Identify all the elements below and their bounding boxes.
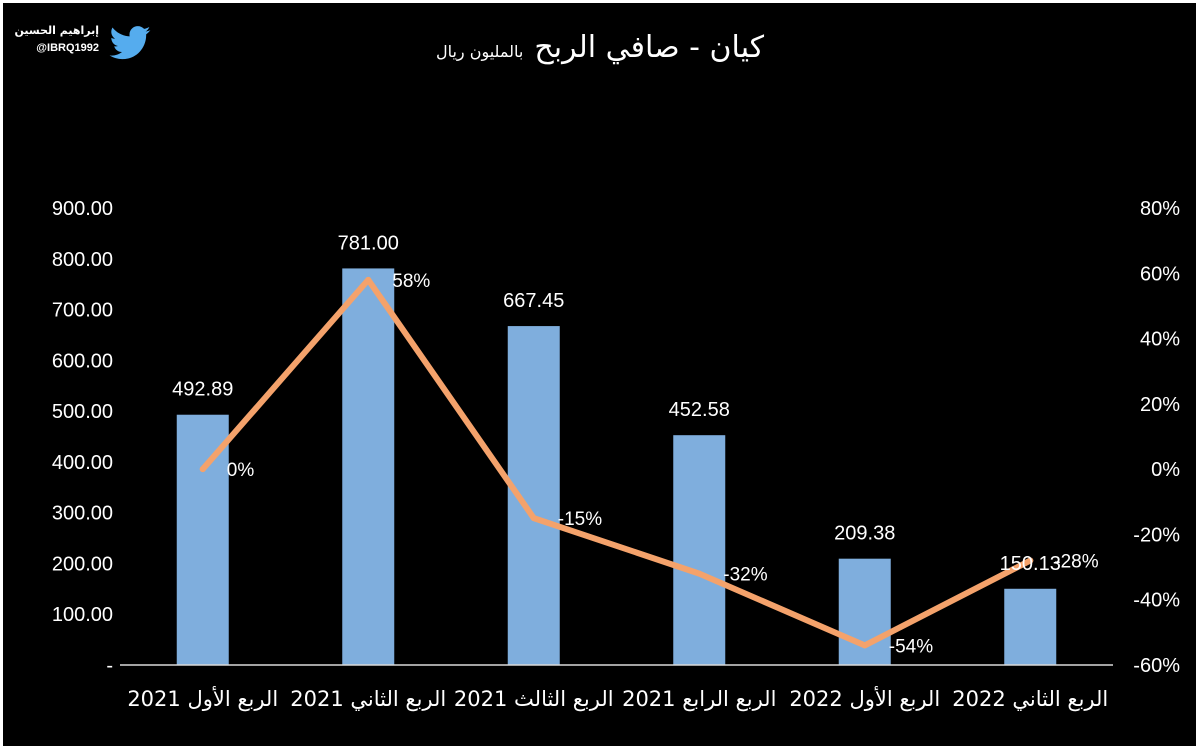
growth-point: [365, 276, 372, 283]
left-axis-tick-label: 100.00: [52, 604, 113, 626]
right-axis-tick-label: -40%: [1133, 590, 1180, 612]
category-label: الربع الثالث 2021: [454, 687, 614, 711]
bar-value-label: 452.58: [669, 399, 730, 421]
bar-value-label: 150.13: [1000, 553, 1061, 575]
bar: [673, 435, 726, 665]
growth-point: [1027, 557, 1034, 564]
growth-percent-label: -15%: [558, 509, 602, 530]
left-axis-tick-label: 900.00: [52, 198, 113, 220]
bar: [176, 414, 229, 665]
category-label: الربع الرابع 2021: [622, 687, 776, 711]
category-label: الربع الأول 2021: [127, 686, 278, 711]
bar-value-label: 781.00: [338, 232, 399, 254]
growth-point: [696, 570, 703, 577]
bar: [342, 268, 395, 665]
left-axis-tick-label: -: [106, 655, 113, 677]
right-axis-tick-label: -20%: [1133, 524, 1180, 546]
growth-point: [199, 466, 206, 473]
category-label: الربع الثاني 2021: [290, 687, 446, 711]
growth-percent-label: -32%: [723, 565, 767, 586]
bar: [838, 558, 891, 665]
bar: [1004, 588, 1057, 665]
category-label: الربع الأول 2022: [789, 686, 940, 711]
left-axis-tick-label: 500.00: [52, 401, 113, 423]
growth-point: [861, 642, 868, 649]
growth-percent-label: 58%: [392, 271, 430, 292]
right-axis-tick-label: 20%: [1140, 394, 1180, 416]
growth-percent-label: -28%: [1054, 552, 1098, 573]
chart-title-block: كيان - صافي الربح بالمليون ريال: [300, 30, 900, 65]
left-axis-tick-label: 700.00: [52, 300, 113, 322]
left-axis-tick-label: 200.00: [52, 553, 113, 575]
right-axis-tick-label: -60%: [1133, 655, 1180, 677]
left-axis-tick-label: 600.00: [52, 350, 113, 372]
growth-percent-label: -54%: [889, 636, 933, 657]
bar-value-label: 492.89: [172, 379, 233, 401]
right-axis-tick-label: 60%: [1140, 263, 1180, 285]
growth-percent-label: 0%: [227, 460, 255, 481]
bar-value-label: 667.45: [503, 290, 564, 312]
bar-value-label: 209.38: [834, 523, 895, 545]
chart-subtitle: بالمليون ريال: [435, 42, 524, 61]
right-axis-tick-label: 40%: [1140, 329, 1180, 351]
category-label: الربع الثاني 2022: [952, 687, 1108, 711]
left-axis-tick-label: 800.00: [52, 249, 113, 271]
left-axis-tick-label: 300.00: [52, 503, 113, 525]
twitter-bird-icon: [109, 26, 151, 60]
growth-line: [199, 276, 1034, 649]
right-axis-tick-label: 0%: [1151, 459, 1180, 481]
author-name: إبراهيم الحسين: [14, 24, 100, 37]
author-handle: @IBRQ1992: [36, 42, 99, 54]
left-axis-tick-label: 400.00: [52, 452, 113, 474]
author-brand: إبراهيم الحسين @IBRQ1992: [14, 22, 153, 66]
growth-point: [530, 515, 537, 522]
right-axis-tick-label: 80%: [1140, 198, 1180, 220]
chart-title: كيان - صافي الربح: [534, 30, 765, 65]
